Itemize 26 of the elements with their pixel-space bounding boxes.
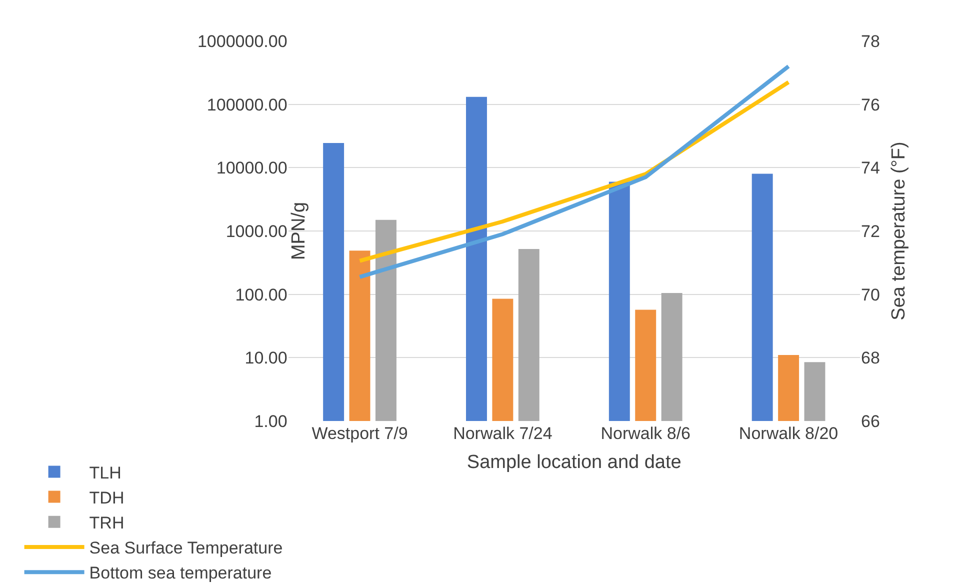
y-tick-label: 100.00	[235, 285, 288, 304]
y2-tick-label: 72	[861, 222, 880, 241]
legend-label: TDH	[89, 488, 124, 508]
x-tick-label: Norwalk 8/6	[600, 424, 690, 443]
x-axis-title: Sample location and date	[466, 452, 682, 473]
y2-tick-label: 70	[861, 285, 880, 304]
y-tick-label: 1000.00	[226, 222, 288, 241]
y-tick-label: 1.00	[254, 412, 288, 431]
legend-label: Sea Surface Temperature	[89, 538, 283, 558]
y2-tick-label: 66	[861, 412, 880, 431]
y-tick-label: 100000.00	[206, 95, 288, 114]
y-tick-label: 1000000.00	[197, 32, 288, 51]
x-tick-label: Norwalk 7/24	[453, 424, 552, 443]
legend-label: TLH	[89, 463, 122, 482]
legend-label: TRH	[89, 514, 124, 533]
y2-axis-title: Sea temperature (°F)	[888, 142, 910, 320]
x-tick-label: Norwalk 8/20	[738, 424, 838, 443]
x-tick-label: Westport 7/9	[312, 424, 408, 443]
y2-tick-label: 68	[861, 348, 880, 368]
y-tick-label: 10.00	[244, 348, 288, 368]
y2-tick-label: 78	[861, 32, 880, 51]
y-axis-title: MPN/g	[288, 202, 310, 260]
y2-tick-label: 76	[861, 95, 880, 114]
legend-label: Bottom sea temperature	[89, 564, 272, 583]
y2-tick-label: 74	[861, 158, 880, 178]
y-tick-label: 10000.00	[216, 158, 288, 178]
